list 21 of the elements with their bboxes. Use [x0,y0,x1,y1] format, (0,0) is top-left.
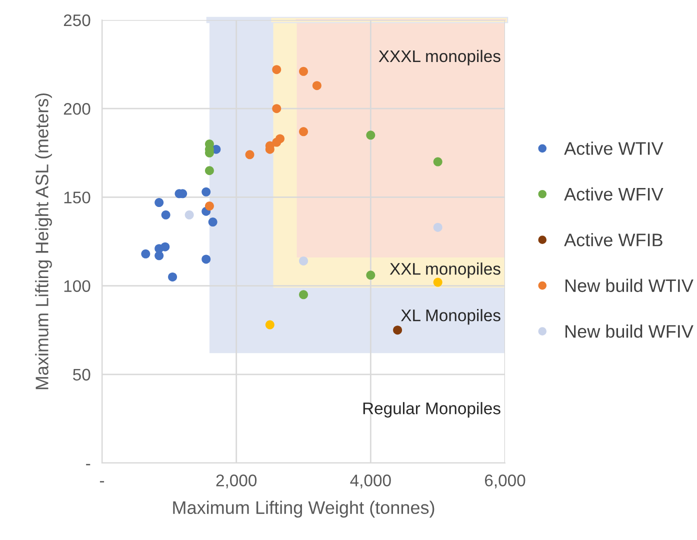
y-axis-title: Maximum Lifting Height ASL (meters) [35,93,52,390]
legend-label: Active WFIB [564,233,662,246]
y-tick-label: - [86,464,90,466]
annotation: XXXL monopiles [378,50,500,66]
legend-label: Active WTIV [564,142,664,155]
x-tick-label: 4,000 [350,474,391,488]
legend-label: New build WFIV [566,324,694,338]
y-tick-label: 150 [64,192,90,204]
legend-label: Active WFIV [564,187,664,201]
x-tick-label: 2,000 [216,474,257,488]
legend-label: New build WTIV [566,278,694,292]
y-tick-label: 250 [64,14,90,26]
x-tick-label: - [100,481,104,482]
x-tick-label: 6,000 [484,474,526,488]
x-axis-title: Maximum Lifting Weight (tonnes) [173,500,434,518]
y-tick-label: 50 [73,368,90,381]
y-tick-label: 200 [64,103,90,115]
annotation: XL Monopiles [400,309,500,325]
annotation: Regular Monopiles [363,402,500,418]
y-tick-label: 100 [64,280,90,292]
annotation: XXL monopiles [390,262,500,278]
